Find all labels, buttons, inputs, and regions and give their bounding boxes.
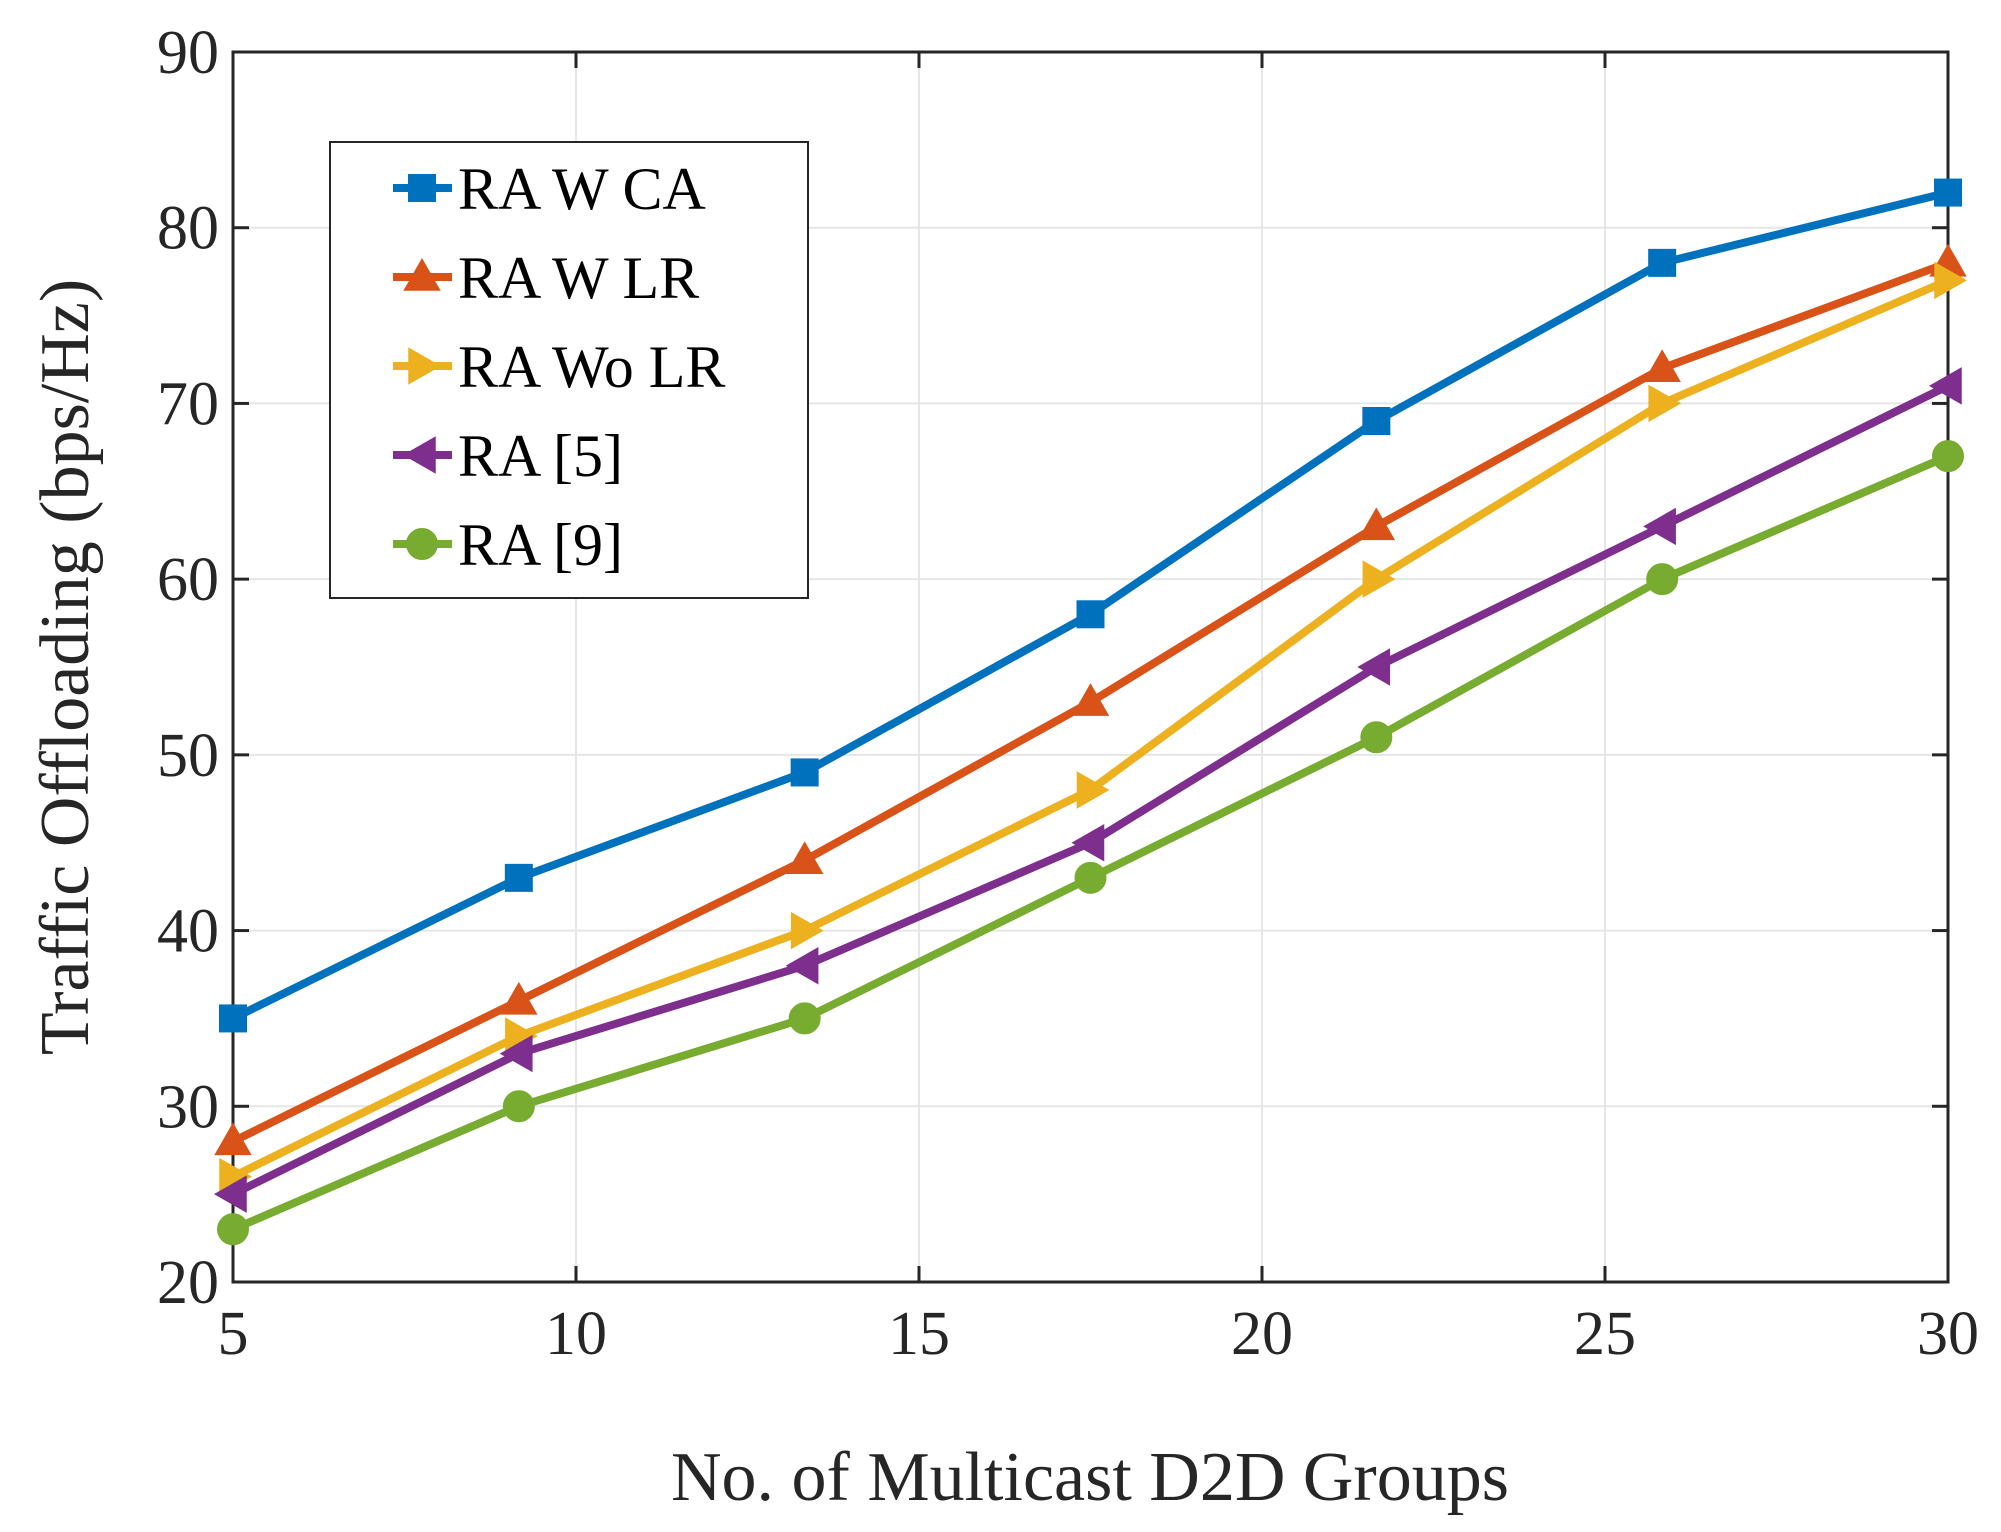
data-point bbox=[1360, 721, 1393, 754]
legend-label: RA W LR bbox=[458, 245, 699, 311]
series-ra-w-ca bbox=[219, 178, 1962, 1033]
legend: RA W CA RA W LR RA Wo LR RA [5] RA [9] bbox=[329, 141, 809, 599]
data-point bbox=[1646, 563, 1679, 596]
data-point bbox=[500, 981, 538, 1015]
y-tick-label: 50 bbox=[157, 722, 219, 790]
legend-marker bbox=[403, 257, 441, 291]
y-axis-title: Traffic Offloading (bps/Hz) bbox=[27, 279, 104, 1055]
legend-marker bbox=[408, 347, 442, 385]
legend-item: RA [9] bbox=[393, 512, 623, 578]
y-tick-label: 20 bbox=[157, 1249, 219, 1317]
legend-label: RA [5] bbox=[458, 423, 623, 489]
y-tick-label: 40 bbox=[157, 898, 219, 966]
data-point bbox=[1932, 440, 1964, 473]
data-point bbox=[785, 841, 824, 875]
x-tick-label: 30 bbox=[1917, 1300, 1979, 1368]
x-tick-label: 5 bbox=[218, 1300, 249, 1368]
axis-ticks: 5 10 15 20 25 30 20 30 40 50 60 70 80 90 bbox=[157, 19, 1979, 1368]
data-point bbox=[217, 1213, 249, 1246]
x-axis-title: No. of Multicast D2D Groups bbox=[671, 1439, 1509, 1516]
data-point bbox=[504, 863, 533, 892]
data-point bbox=[1076, 600, 1105, 629]
y-tick-label: 80 bbox=[157, 195, 219, 263]
legend-marker bbox=[408, 174, 436, 202]
legend-marker bbox=[402, 436, 436, 474]
legend-item: RA Wo LR bbox=[393, 334, 725, 400]
data-point bbox=[499, 1034, 533, 1073]
x-tick-label: 25 bbox=[1574, 1300, 1636, 1368]
data-point bbox=[1076, 771, 1110, 809]
data-point bbox=[790, 758, 819, 787]
data-point bbox=[214, 1122, 252, 1156]
plot-area-border bbox=[231, 50, 1950, 1284]
x-tick-label: 10 bbox=[545, 1300, 607, 1368]
data-point bbox=[1071, 823, 1105, 862]
y-tick-label: 30 bbox=[157, 1073, 219, 1141]
series-ra-wo-lr bbox=[219, 261, 1968, 1196]
legend-marker bbox=[406, 528, 438, 560]
data-point bbox=[1928, 367, 1962, 405]
series-ra-9 bbox=[217, 440, 1964, 1246]
x-tick-label: 15 bbox=[888, 1300, 950, 1368]
data-point bbox=[785, 946, 819, 985]
legend-label: RA Wo LR bbox=[458, 334, 725, 400]
legend-item: RA W LR bbox=[393, 245, 699, 311]
data-point bbox=[790, 911, 824, 950]
data-point bbox=[1648, 248, 1677, 277]
data-point bbox=[1071, 683, 1110, 716]
data-point bbox=[1643, 349, 1681, 383]
data-point bbox=[1074, 861, 1107, 894]
data-point bbox=[1648, 384, 1682, 423]
data-point bbox=[1362, 560, 1396, 598]
data-point bbox=[502, 1090, 535, 1123]
legend-item: RA [5] bbox=[393, 423, 623, 489]
data-point bbox=[1357, 507, 1396, 541]
series-ra-5 bbox=[213, 367, 1962, 1213]
data-point bbox=[1643, 507, 1676, 546]
data-point bbox=[1934, 178, 1962, 207]
data-point bbox=[1934, 261, 1968, 300]
x-tick-label: 20 bbox=[1231, 1300, 1293, 1368]
data-point bbox=[219, 1004, 247, 1033]
legend-label: RA [9] bbox=[458, 512, 623, 578]
legend-item: RA W CA bbox=[393, 156, 706, 222]
y-tick-label: 70 bbox=[157, 370, 219, 438]
data-point bbox=[213, 1175, 247, 1213]
y-tick-label: 60 bbox=[157, 546, 219, 614]
data-point bbox=[1357, 648, 1391, 686]
data-point bbox=[1362, 407, 1391, 435]
series-ra-w-lr bbox=[214, 243, 1967, 1156]
series-group bbox=[213, 178, 1968, 1246]
data-point bbox=[788, 1002, 821, 1035]
legend-label: RA W CA bbox=[458, 156, 706, 222]
y-tick-label: 90 bbox=[157, 19, 219, 87]
